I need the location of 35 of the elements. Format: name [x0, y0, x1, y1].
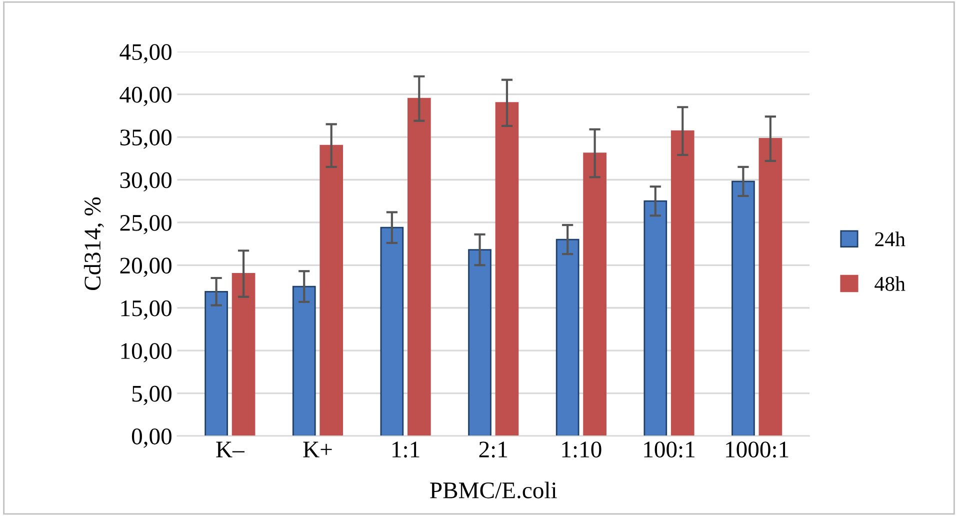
bar: [670, 130, 694, 436]
y-tick-label: 35,00: [120, 130, 172, 149]
x-tick-label: 2:1: [479, 442, 508, 458]
bar: [468, 249, 492, 436]
bar: [758, 138, 782, 436]
bar: [292, 286, 316, 436]
bar: [204, 290, 228, 436]
y-tick-label: 0,00: [132, 428, 172, 448]
x-tick-label: 100:1: [644, 442, 694, 458]
x-tick-label: 1:10: [562, 442, 602, 458]
bar: [583, 152, 606, 436]
y-tick-label: 10,00: [121, 343, 172, 362]
bar: [556, 238, 580, 436]
bar: [380, 226, 404, 436]
x-axis-title: PBMC/E.coli: [430, 482, 557, 498]
y-tick-label: 40,00: [120, 86, 172, 106]
legend-label: 24h: [875, 232, 906, 246]
x-tick-label: K–: [216, 442, 245, 458]
bar: [232, 273, 256, 436]
y-tick-label: 5,00: [132, 386, 172, 406]
y-tick-label: 25,00: [120, 214, 172, 234]
x-tick-label: K+: [303, 442, 332, 458]
bar: [320, 144, 344, 436]
legend-label: 48h: [874, 276, 906, 291]
bar: [644, 200, 668, 436]
bar: [407, 98, 431, 436]
y-tick-label: 20,00: [120, 258, 172, 277]
x-tick-label: 1000:1: [726, 442, 788, 458]
y-tick-label: 45,00: [120, 44, 172, 64]
bar: [732, 180, 755, 436]
bar: [495, 102, 519, 436]
y-tick-label: 30,00: [120, 172, 172, 192]
x-tick-label: 1:1: [392, 442, 420, 458]
y-axis-title: Cd314, %: [84, 197, 104, 290]
y-tick-label: 15,00: [121, 300, 172, 320]
